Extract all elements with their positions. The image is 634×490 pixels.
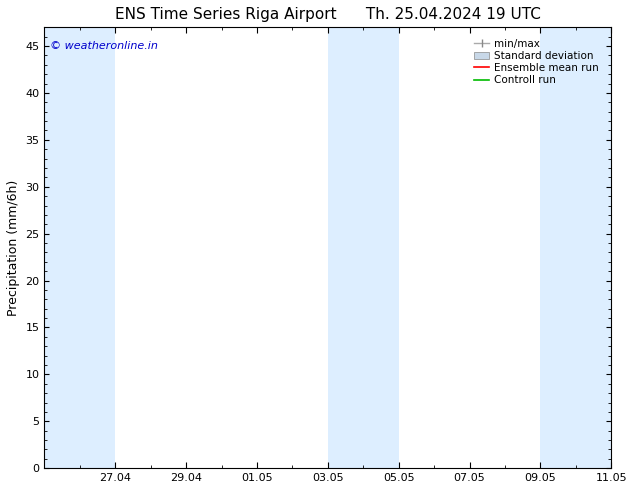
Bar — [328, 27, 399, 468]
Y-axis label: Precipitation (mm/6h): Precipitation (mm/6h) — [7, 180, 20, 316]
Title: ENS Time Series Riga Airport      Th. 25.04.2024 19 UTC: ENS Time Series Riga Airport Th. 25.04.2… — [115, 7, 541, 22]
Legend: min/max, Standard deviation, Ensemble mean run, Controll run: min/max, Standard deviation, Ensemble me… — [472, 37, 600, 87]
Text: © weatheronline.in: © weatheronline.in — [50, 41, 158, 50]
Bar — [540, 27, 611, 468]
Bar — [44, 27, 115, 468]
